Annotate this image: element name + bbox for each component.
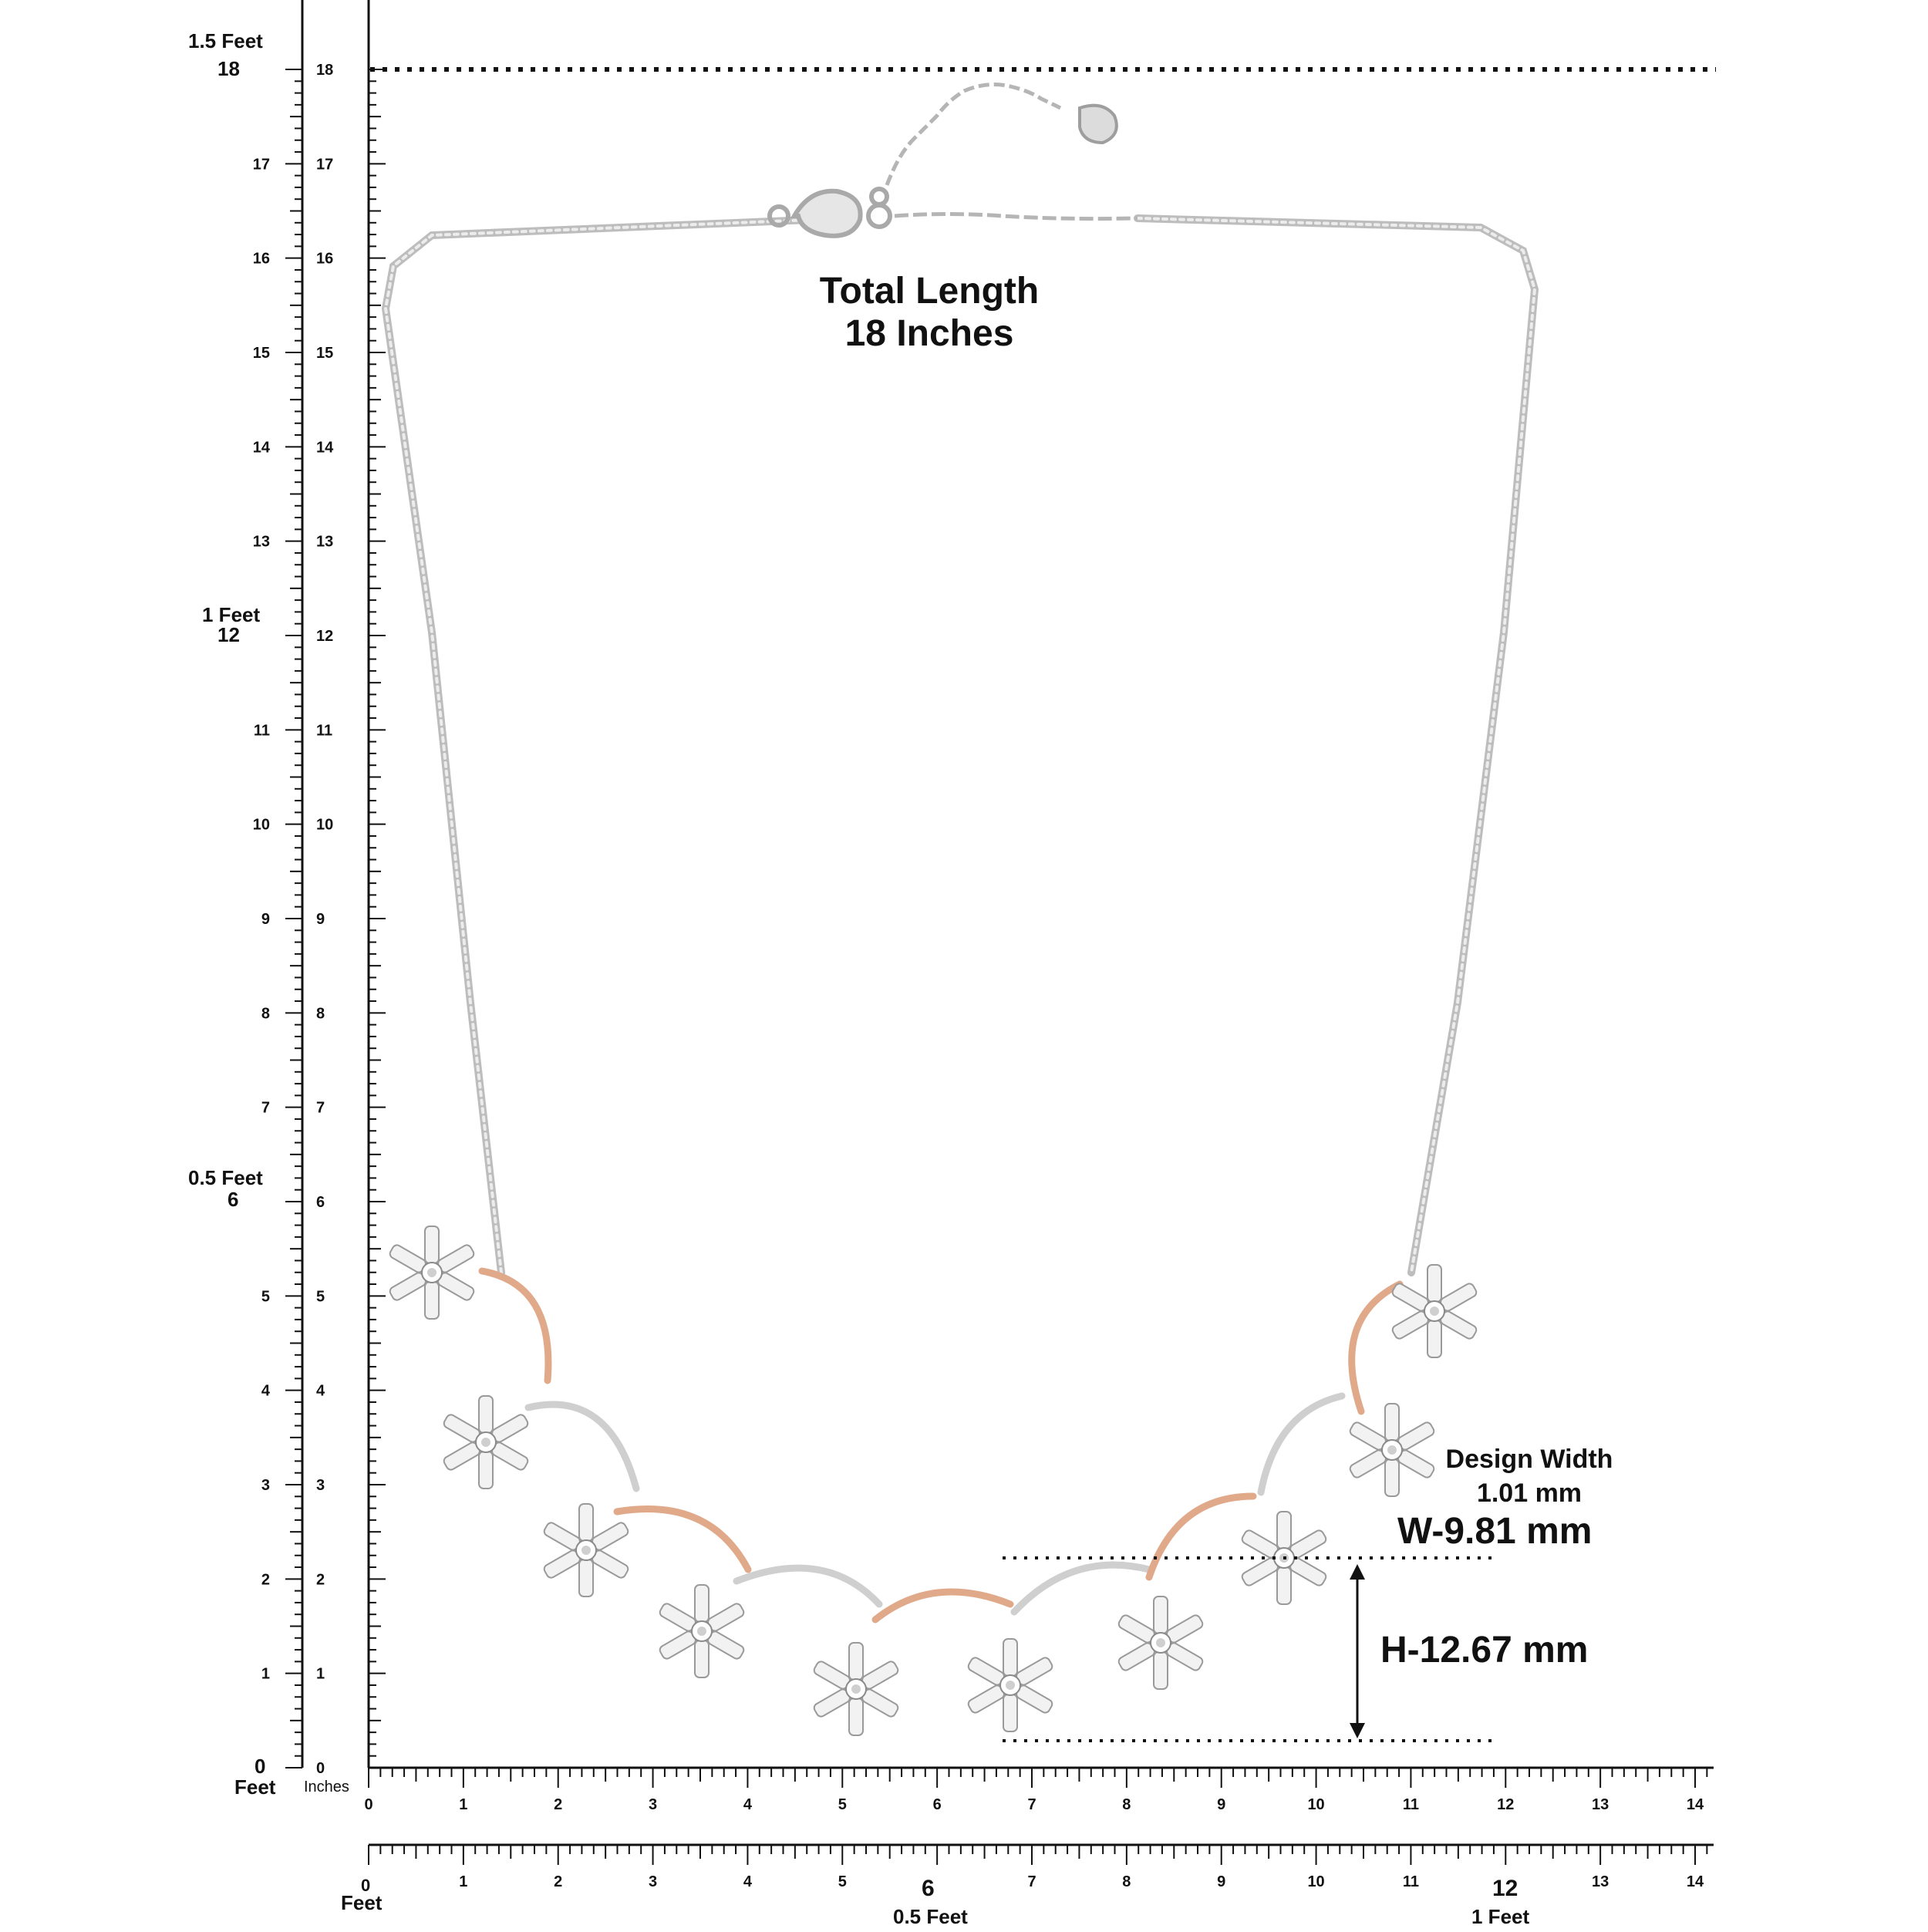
outer-major-6: 6 [228,1188,239,1211]
left-inner-number: 3 [316,1477,325,1494]
left-outer-number: 2 [261,1571,270,1588]
bottom1-number: 4 [743,1796,753,1813]
bottom2-number: 2 [554,1873,562,1890]
total-length-label: Total Length 18 Inches [810,270,1049,355]
left-outer-number: 14 [253,439,271,456]
bottom2-number: 10 [1307,1873,1324,1890]
feet-label-1-5: 1.5 Feet [188,29,263,52]
bottom-ruler-inches [368,1766,1714,1788]
bottom2-number: 11 [1403,1873,1419,1890]
outer-major-18: 18 [217,57,240,80]
left-inner-number: 14 [316,439,334,456]
left-outer-number: 17 [253,156,270,173]
bottom1-number: 6 [933,1796,942,1813]
left-inner-number: 2 [316,1571,325,1588]
total-length-line1: Total Length [819,271,1040,312]
left-inner-number: 15 [316,345,333,362]
left-inner-number: 18 [316,62,333,79]
chain [381,214,1539,1276]
clasp [767,83,1138,238]
left-outer-number: 5 [261,1288,270,1305]
left-outer-number: 8 [261,1005,270,1022]
bottom-zero-label: 0 [361,1876,371,1895]
left-inner-number: 0 [316,1760,325,1777]
bottom1-number: 9 [1217,1796,1225,1813]
bottom1-number: 8 [1122,1796,1131,1813]
left-feet-unit: Feet [234,1775,276,1799]
bottom2-number: 8 [1122,1873,1131,1890]
bottom1-number: 1 [459,1796,467,1813]
bottom1-number: 10 [1307,1796,1324,1813]
bottom1-number: 3 [649,1796,657,1813]
left-outer-number: 1 [261,1666,270,1683]
bottom1-number: 13 [1592,1796,1609,1813]
left-ruler [285,0,386,1768]
left-outer-number: 3 [261,1477,270,1494]
height-label: H-12.67 mm [1380,1630,1589,1671]
half-foot-label: 0.5 Feet [893,1905,968,1928]
left-inner-number: 9 [316,911,325,928]
inches-unit: Inches [304,1779,349,1795]
bottom2-number: 4 [743,1873,753,1890]
design-width-label: Design Width 1.01 mm [1441,1442,1618,1510]
left-inner-number: 8 [316,1005,325,1022]
bottom2-number: 3 [649,1873,657,1890]
left-inner-number: 1 [316,1666,325,1683]
total-length-line2: 18 Inches [844,313,1014,354]
left-inner-number: 5 [316,1288,325,1305]
bottom2-number: 14 [1687,1873,1704,1890]
feet-label-1: 1 Feet [202,603,261,626]
outer-major-12: 12 [217,623,240,646]
left-zero-label: 0 [254,1755,266,1778]
bottom-major-6: 6 [922,1876,935,1901]
left-inner-number: 4 [316,1383,325,1400]
bottom2-number: 1 [459,1873,467,1890]
bottom1-number: 7 [1027,1796,1036,1813]
height-measure [1003,1556,1492,1742]
left-outer-number: 4 [261,1383,271,1400]
bottom2-number: 13 [1592,1873,1609,1890]
flower-pendants [387,1226,1479,1736]
bottom1-number: 12 [1497,1796,1514,1813]
left-outer-number: 9 [261,911,270,928]
width-label: W-9.81 mm [1397,1511,1593,1552]
bottom-feet-unit: Feet [341,1891,383,1914]
left-inner-number: 6 [316,1194,325,1211]
bottom2-number: 7 [1027,1873,1036,1890]
bottom1-number: 14 [1687,1796,1704,1813]
bottom-ruler-feet [368,1843,1714,1865]
bottom2-number: 5 [838,1873,847,1890]
left-outer-number: 16 [253,251,270,268]
one-foot-label: 1 Feet [1471,1905,1530,1928]
left-inner-number: 10 [316,817,333,834]
left-inner-number: 11 [316,722,332,739]
feet-label-0-5: 0.5 Feet [188,1166,263,1189]
left-outer-number: 15 [253,345,270,362]
design-width-line1: Design Width [1445,1445,1613,1474]
design-width-line2: 1.01 mm [1476,1479,1583,1508]
left-inner-number: 17 [316,156,333,173]
bottom1-number: 2 [554,1796,562,1813]
left-inner-number: 13 [316,534,333,551]
left-outer-number: 7 [261,1100,270,1117]
left-outer-number: 11 [254,722,270,739]
bottom2-number: 9 [1217,1873,1225,1890]
bottom-major-12: 12 [1492,1876,1518,1901]
bottom1-number: 0 [364,1796,372,1813]
bottom1-number: 11 [1403,1796,1419,1813]
bottom1-number: 5 [838,1796,847,1813]
left-inner-number: 16 [316,251,333,268]
left-inner-number: 7 [316,1100,325,1117]
left-outer-number: 13 [253,534,270,551]
left-inner-number: 12 [316,628,333,645]
left-outer-number: 10 [253,817,270,834]
